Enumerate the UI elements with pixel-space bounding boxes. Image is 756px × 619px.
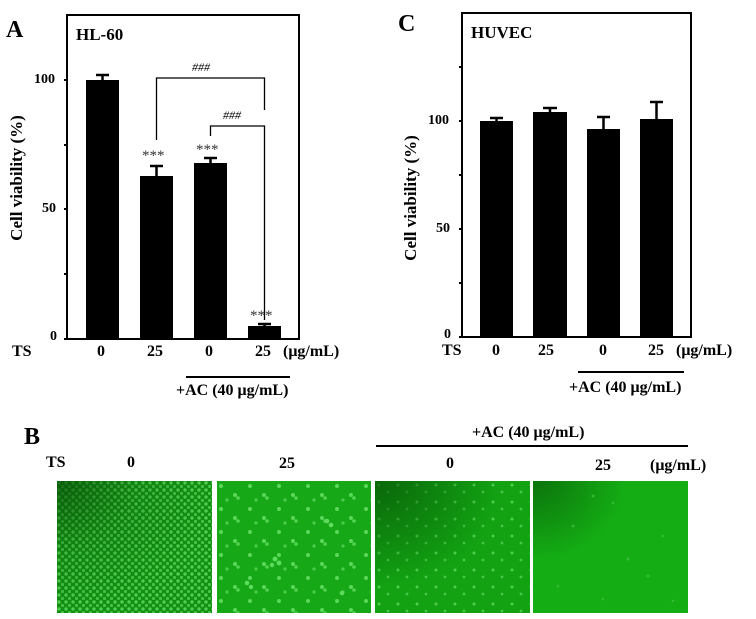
x-tick-label: 0 (492, 342, 500, 359)
image-label: 25 (279, 455, 295, 472)
panel-letter-c: C (398, 11, 416, 37)
bar-ts25-ac (248, 326, 281, 339)
y-tick-100: 100 (428, 113, 449, 128)
sig-star-label: *** (142, 148, 165, 164)
chart-huvec (459, 12, 692, 338)
bar-ts0 (480, 121, 513, 337)
bar-ts25 (533, 112, 567, 337)
group-line (578, 371, 684, 373)
image-label: 0 (127, 454, 135, 471)
y-tick-100: 100 (34, 72, 55, 87)
y-axis-label: Cell viability (%) (401, 135, 420, 261)
group-line (186, 376, 290, 378)
panel-letter-b: B (24, 424, 41, 450)
cell-line-label-huvec: HUVEC (471, 23, 533, 42)
sig-hash-label: ### (192, 60, 210, 74)
cell-line-label-hl60: HL-60 (76, 25, 124, 44)
group-label: +AC (40 μg/mL) (176, 382, 289, 399)
plot-frame (66, 14, 300, 340)
y-tick-50: 50 (436, 221, 450, 236)
image-label: 0 (446, 455, 454, 472)
sig-star-label: *** (196, 142, 219, 158)
x-tick-label: 25 (538, 342, 554, 359)
x-prefix-ts: TS (442, 342, 462, 359)
x-prefix-ts: TS (12, 343, 32, 360)
x-tick-label: 0 (205, 343, 213, 360)
bars (480, 112, 673, 337)
x-tick-label: 25 (648, 342, 664, 359)
significance-brackets (155, 77, 266, 320)
bars (86, 80, 281, 339)
x-unit-label: (μg/mL) (650, 457, 707, 474)
y-tick-50: 50 (42, 201, 56, 216)
error-bars (490, 100, 663, 129)
micrograph-ac-ts25 (533, 481, 688, 613)
sig-hash-label: ### (223, 108, 241, 122)
micrograph-ac-ts0 (375, 481, 530, 613)
y-axis-ticks (459, 66, 462, 338)
y-tick-0: 0 (444, 327, 451, 342)
y-tick-0: 0 (50, 329, 57, 344)
x-unit-label: (μg/mL) (283, 343, 340, 360)
bar-ts0 (86, 80, 119, 339)
x-tick-label: 0 (97, 343, 105, 360)
group-label: +AC (40 μg/mL) (569, 379, 682, 396)
group-label: +AC (40 μg/mL) (472, 424, 585, 441)
x-tick-label: 25 (147, 343, 163, 360)
panel-letter-a: A (6, 17, 24, 43)
error-bars (96, 73, 271, 326)
x-tick-label: 25 (255, 343, 271, 360)
group-line (376, 445, 688, 447)
micrograph-ts25 (217, 481, 371, 613)
bar-ts25 (140, 176, 173, 339)
chart-hl60 (64, 14, 300, 340)
sig-star-label: *** (250, 308, 273, 324)
y-axis-ticks (64, 79, 67, 340)
x-tick-label: 0 (599, 342, 607, 359)
bar-ts0-ac (194, 163, 227, 339)
x-prefix-ts: TS (46, 454, 66, 471)
bar-ts25-ac (640, 119, 673, 337)
image-label: 25 (595, 457, 611, 474)
micrograph-ts0 (57, 481, 212, 613)
bar-ts0-ac (587, 129, 620, 337)
x-unit-label: (μg/mL) (676, 342, 733, 359)
